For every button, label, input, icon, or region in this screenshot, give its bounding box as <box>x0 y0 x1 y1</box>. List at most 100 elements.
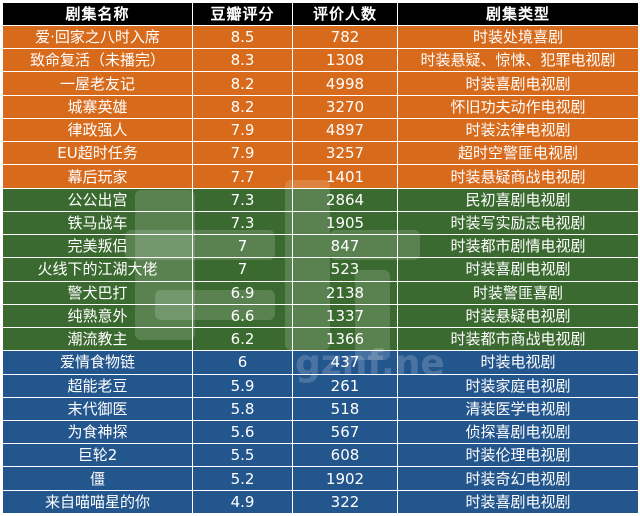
table-row: 城寨英雄 8.2 3270 怀旧功夫动作电视剧 <box>2 94 639 119</box>
cell-score: 8.2 <box>192 94 293 119</box>
table-row: 末代御医 5.8 518 清装医学电视剧 <box>2 396 639 421</box>
cell-votes: 3257 <box>292 141 398 166</box>
cell-score: 8.3 <box>192 48 293 73</box>
cell-name: 铁马战车 <box>2 210 193 236</box>
header-votes: 评价人数 <box>292 2 398 26</box>
cell-genre: 时装悬疑商战电视剧 <box>397 164 639 189</box>
cell-score: 8.5 <box>192 24 293 50</box>
cell-name: 幕后玩家 <box>2 164 193 189</box>
table-row: 铁马战车 7.3 1905 时装写实励志电视剧 <box>2 210 639 236</box>
cell-genre: 时装家庭电视剧 <box>397 373 639 398</box>
table-row: 纯熟意外 6.6 1337 时装悬疑电视剧 <box>2 303 639 329</box>
cell-votes: 4998 <box>292 71 398 96</box>
cell-votes: 3270 <box>292 94 398 119</box>
table-row: 来自喵喵星的你 4.9 322 时装喜剧电视剧 <box>2 489 639 515</box>
cell-score: 8.2 <box>192 71 293 96</box>
cell-name: 警犬巴打 <box>2 280 193 305</box>
cell-score: 6.6 <box>192 303 293 329</box>
cell-name: 完美叛侣 <box>2 234 193 259</box>
cell-score: 4.9 <box>192 489 293 515</box>
cell-name: 爱·回家之八时入席 <box>2 24 193 50</box>
cell-genre: 怀旧功夫动作电视剧 <box>397 94 639 119</box>
cell-genre: 时装奇幻电视剧 <box>397 466 639 491</box>
cell-name: 爱情食物链 <box>2 350 193 375</box>
table-header: 剧集名称 豆瓣评分 评价人数 剧集类型 <box>2 2 639 26</box>
cell-genre: 时装写实励志电视剧 <box>397 210 639 236</box>
cell-genre: 侦探喜剧电视剧 <box>397 419 639 445</box>
cell-score: 6 <box>192 350 293 375</box>
cell-genre: 时装都市剧情电视剧 <box>397 234 639 259</box>
cell-name: 公公出宫 <box>2 187 193 212</box>
table-row: 僵 5.2 1902 时装奇幻电视剧 <box>2 466 639 491</box>
table-row: 公公出宫 7.3 2864 民初喜剧电视剧 <box>2 187 639 212</box>
table-row: 爱情食物链 6 437 时装电视剧 <box>2 350 639 375</box>
cell-genre: 清装医学电视剧 <box>397 396 639 421</box>
table-row: 爱·回家之八时入席 8.5 782 时装处境喜剧 <box>2 24 639 50</box>
cell-votes: 608 <box>292 443 398 468</box>
cell-score: 7.3 <box>192 187 293 212</box>
table-row: 幕后玩家 7.7 1401 时装悬疑商战电视剧 <box>2 164 639 189</box>
cell-score: 6.2 <box>192 327 293 352</box>
cell-name: 城寨英雄 <box>2 94 193 119</box>
cell-name: 火线下的江湖大佬 <box>2 257 193 282</box>
table-row: 致命复活（未播完） 8.3 1308 时装悬疑、惊悚、犯罪电视剧 <box>2 48 639 73</box>
cell-votes: 4897 <box>292 117 398 143</box>
cell-name: 致命复活（未播完） <box>2 48 193 73</box>
cell-name: 末代御医 <box>2 396 193 421</box>
cell-genre: 时装悬疑电视剧 <box>397 303 639 329</box>
cell-score: 5.8 <box>192 396 293 421</box>
cell-votes: 1366 <box>292 327 398 352</box>
cell-votes: 1905 <box>292 210 398 236</box>
table-row: 警犬巴打 6.9 2138 时装警匪喜剧 <box>2 280 639 305</box>
cell-votes: 523 <box>292 257 398 282</box>
cell-votes: 518 <box>292 396 398 421</box>
cell-genre: 时装伦理电视剧 <box>397 443 639 468</box>
cell-score: 7.9 <box>192 141 293 166</box>
cell-genre: 时装电视剧 <box>397 350 639 375</box>
cell-votes: 1902 <box>292 466 398 491</box>
cell-score: 7 <box>192 234 293 259</box>
cell-score: 7 <box>192 257 293 282</box>
table-row: 律政强人 7.9 4897 时装法律电视剧 <box>2 117 639 143</box>
cell-votes: 1337 <box>292 303 398 329</box>
cell-score: 7.7 <box>192 164 293 189</box>
cell-score: 5.2 <box>192 466 293 491</box>
header-row: 剧集名称 豆瓣评分 评价人数 剧集类型 <box>2 2 639 26</box>
cell-name: 来自喵喵星的你 <box>2 489 193 515</box>
table-row: 为食神探 5.6 567 侦探喜剧电视剧 <box>2 419 639 445</box>
cell-votes: 1401 <box>292 164 398 189</box>
cell-name: 巨轮2 <box>2 443 193 468</box>
cell-votes: 437 <box>292 350 398 375</box>
header-name: 剧集名称 <box>2 2 193 26</box>
cell-genre: 时装警匪喜剧 <box>397 280 639 305</box>
cell-genre: 时装喜剧电视剧 <box>397 257 639 282</box>
cell-genre: 时装悬疑、惊悚、犯罪电视剧 <box>397 48 639 73</box>
table-row: 一屋老友记 8.2 4998 时装喜剧电视剧 <box>2 71 639 96</box>
header-genre: 剧集类型 <box>397 2 639 26</box>
cell-name: 为食神探 <box>2 419 193 445</box>
cell-name: 超能老豆 <box>2 373 193 398</box>
cell-score: 5.9 <box>192 373 293 398</box>
cell-genre: 时装处境喜剧 <box>397 24 639 50</box>
cell-score: 6.9 <box>192 280 293 305</box>
cell-votes: 322 <box>292 489 398 515</box>
table-row: 潮流教主 6.2 1366 时装都市商战电视剧 <box>2 327 639 352</box>
table-row: 完美叛侣 7 847 时装都市剧情电视剧 <box>2 234 639 259</box>
cell-votes: 782 <box>292 24 398 50</box>
cell-name: EU超时任务 <box>2 141 193 166</box>
cell-genre: 超时空警匪电视剧 <box>397 141 639 166</box>
cell-score: 5.5 <box>192 443 293 468</box>
cell-votes: 261 <box>292 373 398 398</box>
table-row: EU超时任务 7.9 3257 超时空警匪电视剧 <box>2 141 639 166</box>
cell-score: 7.9 <box>192 117 293 143</box>
cell-name: 僵 <box>2 466 193 491</box>
table-body: 爱·回家之八时入席 8.5 782 时装处境喜剧 致命复活（未播完） 8.3 1308 时装悬… <box>2 24 639 515</box>
cell-name: 律政强人 <box>2 117 193 143</box>
cell-name: 潮流教主 <box>2 327 193 352</box>
cell-score: 5.6 <box>192 419 293 445</box>
table-row: 超能老豆 5.9 261 时装家庭电视剧 <box>2 373 639 398</box>
cell-votes: 1308 <box>292 48 398 73</box>
cell-votes: 2864 <box>292 187 398 212</box>
cell-score: 7.3 <box>192 210 293 236</box>
